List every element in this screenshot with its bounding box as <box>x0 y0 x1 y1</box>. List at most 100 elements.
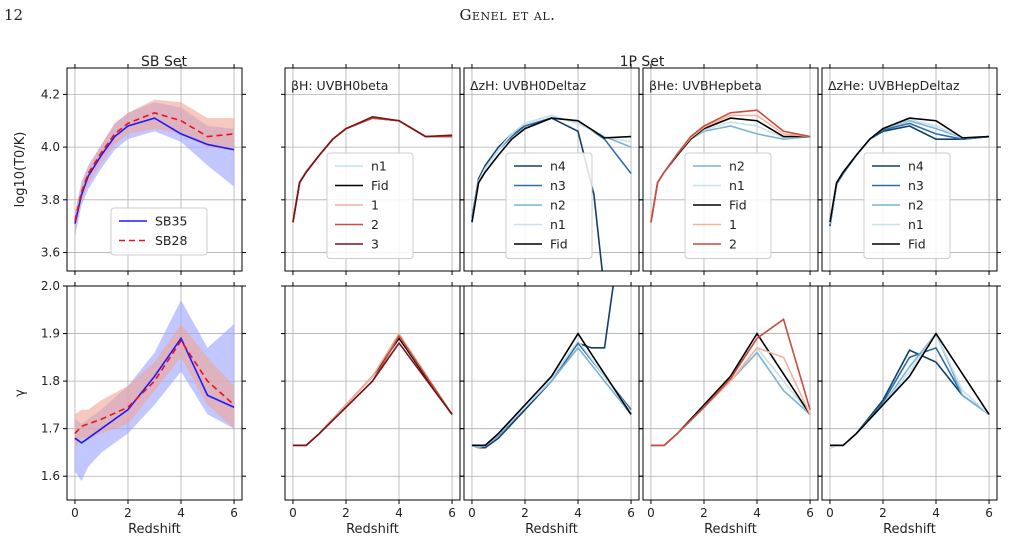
series-line-n3 <box>471 341 632 449</box>
axes-frame <box>642 67 819 272</box>
x-tick-label: 6 <box>985 506 993 520</box>
plot-area <box>471 286 632 449</box>
axes-frame <box>463 285 640 501</box>
y-axis-label: log10(T0/K) <box>13 132 28 208</box>
axes-frame <box>66 67 243 272</box>
y-tick-label: 4.2 <box>41 87 60 101</box>
series-line-2 <box>650 109 811 223</box>
legend-label: 3 <box>371 237 379 252</box>
legend-label: n2 <box>550 198 566 213</box>
plot-area <box>74 99 235 237</box>
legend-box <box>326 152 414 259</box>
plot-area <box>829 331 990 449</box>
panel-title: βH: UVBH0beta <box>291 78 388 93</box>
legend-box <box>110 207 208 256</box>
legend-label: n1 <box>550 217 566 232</box>
running-header-authors: Genel et al. <box>459 6 556 24</box>
y-tick-label: 1.6 <box>41 469 60 483</box>
legend-label: n2 <box>729 159 745 174</box>
legend-label: 1 <box>729 217 737 232</box>
axes-frame <box>642 285 819 501</box>
panel-T0-betaH: βH: UVBH0beta n1 Fid 1 2 3 <box>281 64 464 275</box>
series-line-n2 <box>471 346 632 449</box>
series-line-n1 <box>471 339 632 447</box>
panel-G-dzHe: 0 2 4 6 Redshift <box>818 282 1001 537</box>
series-line-n2 <box>650 351 811 447</box>
y-tick-label: 4.0 <box>41 140 60 154</box>
legend-box <box>684 152 772 259</box>
legend-label: n1 <box>729 178 745 193</box>
caption-fragment <box>270 536 870 554</box>
series-line-2 <box>650 317 811 447</box>
legend-label: n4 <box>908 159 924 174</box>
x-tick-label: 6 <box>230 506 238 520</box>
series-line-n4 <box>471 286 614 449</box>
band-SB28 <box>74 99 235 232</box>
x-axis-label: Redshift <box>704 522 757 537</box>
x-tick-label: 0 <box>826 506 834 520</box>
y-tick-label: 3.8 <box>41 193 60 207</box>
axes-frame <box>66 285 243 501</box>
legend-label: n1 <box>371 159 387 174</box>
panel-T0-SB: 3.6 3.8 4.0 4.2 log10(T0/K) SB35 SB28 <box>13 64 246 275</box>
x-tick-label: 6 <box>627 506 635 520</box>
x-tick-label: 4 <box>932 506 940 520</box>
series-line-SB35 <box>74 117 235 224</box>
panel-T0-dzH: ΔzH: UVBH0Deltaz n4 n3 n2 n1 Fid <box>460 64 643 275</box>
y-tick-label: 2.0 <box>41 279 60 293</box>
series-line-1 <box>650 346 811 447</box>
x-tick-label: 0 <box>289 506 297 520</box>
axes-frame <box>821 285 998 501</box>
series-line-SB35 <box>74 336 235 444</box>
legend-label: Fid <box>371 178 389 193</box>
x-tick-label: 2 <box>342 506 350 520</box>
legend-box <box>863 152 951 259</box>
plot-area <box>650 109 811 223</box>
series-line-n4 <box>829 349 990 449</box>
plot-area <box>829 117 990 227</box>
sb-set-title: SB Set <box>141 54 187 70</box>
x-tick-label: 4 <box>395 506 403 520</box>
panel-G-SB: 0 2 4 6 1.6 1.7 1.8 1.9 2.0 Redshift γ <box>13 279 246 537</box>
legend-label: n1 <box>908 217 924 232</box>
x-tick-label: 0 <box>71 506 79 520</box>
plot-area <box>292 332 453 447</box>
plot-area <box>471 114 632 271</box>
series-line-3 <box>292 341 453 447</box>
legend-label: SB28 <box>155 233 187 248</box>
plot-area <box>650 317 811 447</box>
x-tick-label: 4 <box>753 506 761 520</box>
x-axis-label: Redshift <box>128 522 181 537</box>
x-tick-label: 2 <box>124 506 132 520</box>
x-axis-label: Redshift <box>883 522 936 537</box>
panel-G-betaH: 0 2 4 6 Redshift <box>281 282 464 537</box>
x-tick-label: 2 <box>521 506 529 520</box>
series-line-Fid <box>292 336 453 447</box>
panel-title: βHe: UVBHepbeta <box>649 78 762 93</box>
series-line-Fid <box>471 332 632 447</box>
x-tick-label: 0 <box>647 506 655 520</box>
x-tick-label: 4 <box>177 506 185 520</box>
legend-label: 2 <box>371 217 379 232</box>
legend-label: Fid <box>550 237 568 252</box>
y-tick-label: 1.8 <box>41 374 60 388</box>
page-number: 12 <box>4 6 24 24</box>
panel-title: ΔzH: UVBH0Deltaz <box>470 78 587 93</box>
x-tick-label: 0 <box>468 506 476 520</box>
x-tick-label: 6 <box>448 506 456 520</box>
series-line-SB28 <box>74 339 235 434</box>
series-line-n1 <box>292 341 453 447</box>
plot-area <box>74 300 235 481</box>
y-tick-label: 3.6 <box>41 246 60 260</box>
axes-frame <box>284 67 461 272</box>
series-line-SB28 <box>74 111 235 222</box>
x-axis-label: Redshift <box>346 522 399 537</box>
band-SB28 <box>74 324 235 448</box>
panel-G-betaHe: 0 2 4 6 Redshift <box>639 282 822 537</box>
legend-label: n4 <box>550 159 566 174</box>
panel-T0-betaHe: βHe: UVBHepbeta n2 n1 Fid 1 2 <box>639 64 822 275</box>
panel-G-dzH: 0 2 4 6 Redshift <box>460 282 643 537</box>
legend-label: 1 <box>371 198 379 213</box>
legend-label: n2 <box>908 198 924 213</box>
